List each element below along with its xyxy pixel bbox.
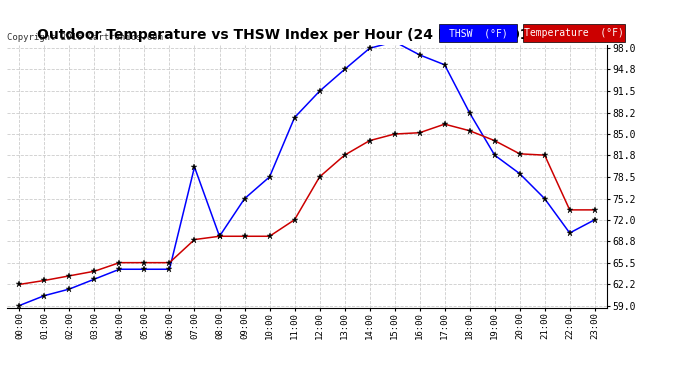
Text: Temperature  (°F): Temperature (°F) bbox=[524, 28, 624, 38]
Text: Copyright 2016 Cartronics.com: Copyright 2016 Cartronics.com bbox=[7, 33, 163, 42]
Title: Outdoor Temperature vs THSW Index per Hour (24 Hours)  20160526: Outdoor Temperature vs THSW Index per Ho… bbox=[37, 28, 578, 42]
FancyBboxPatch shape bbox=[439, 24, 518, 42]
Text: THSW  (°F): THSW (°F) bbox=[448, 28, 508, 38]
FancyBboxPatch shape bbox=[523, 24, 625, 42]
